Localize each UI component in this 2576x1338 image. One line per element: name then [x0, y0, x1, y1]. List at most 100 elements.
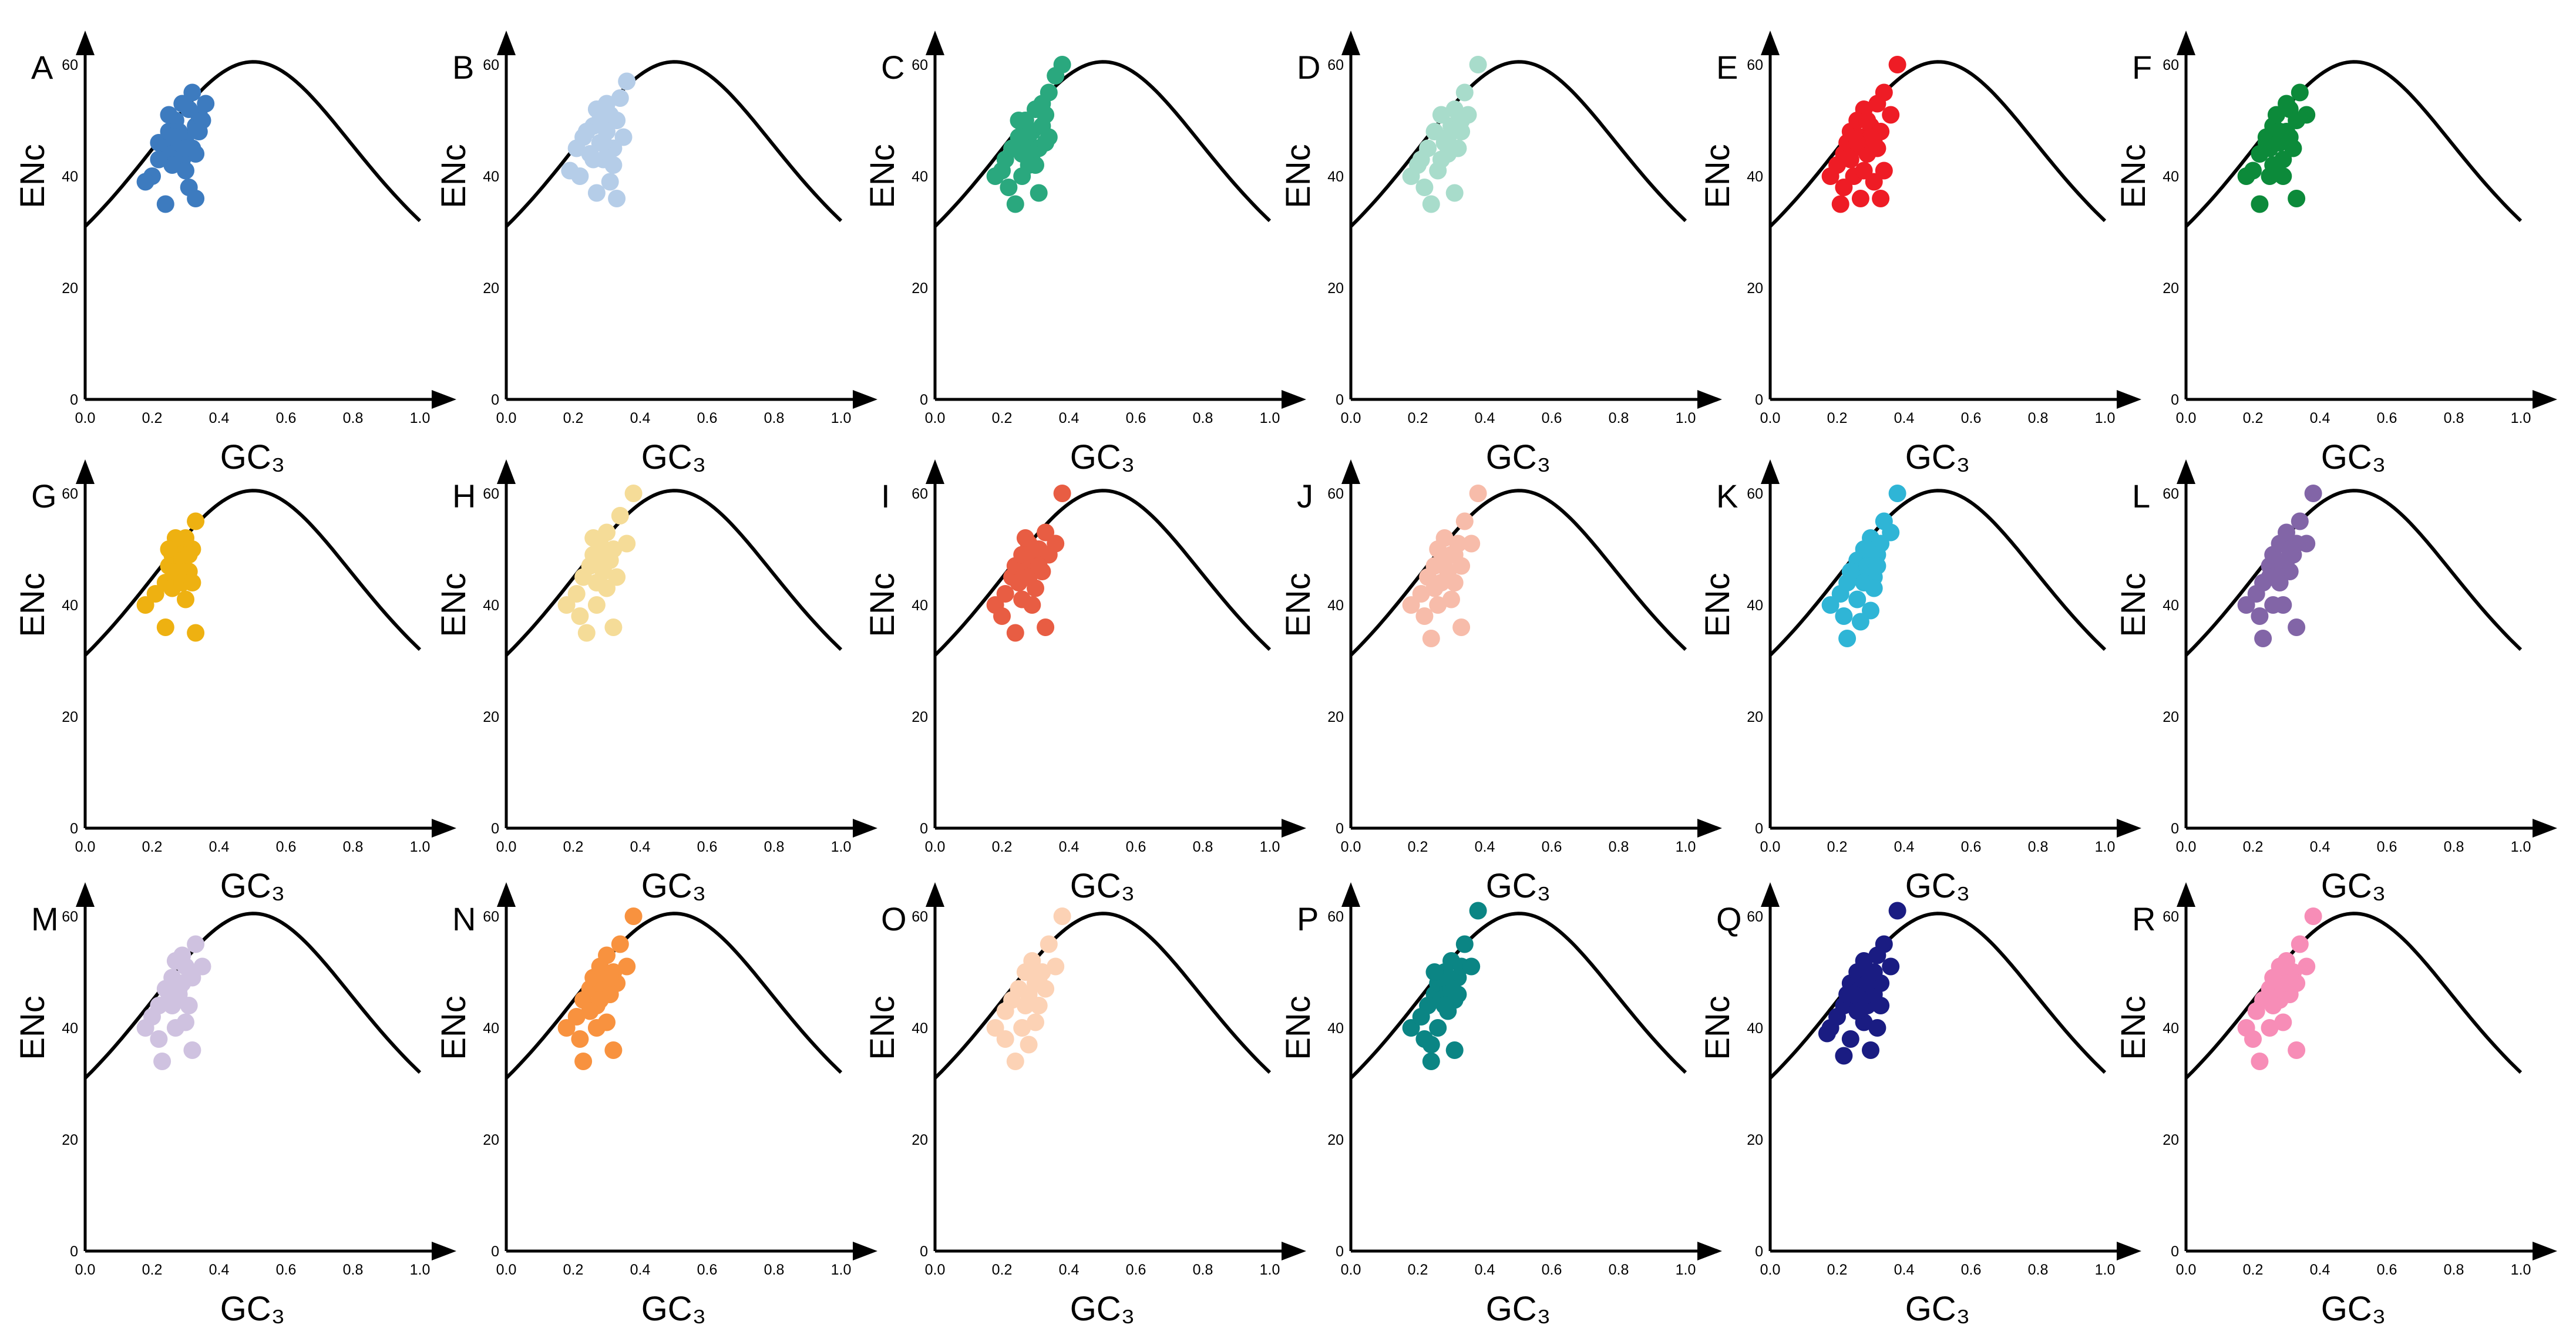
data-point — [1027, 1013, 1044, 1031]
panel-n: N 0 20 40 60 0.0 0.2 0.4 0.6 0.8 1.0 GC₃ ENc — [435, 882, 877, 1328]
y-tick-label: 60 — [912, 57, 928, 73]
x-tick-label: 0.8 — [343, 1262, 364, 1278]
x-tick-label: 0.2 — [1827, 410, 1848, 426]
data-point — [1858, 540, 1876, 558]
x-tick-label: 0.6 — [1542, 1262, 1562, 1278]
data-point — [1841, 150, 1859, 169]
y-axis-arrow-icon — [1761, 882, 1780, 907]
y-tick-label: 20 — [62, 280, 78, 297]
panel-a: A 0 20 40 60 0.0 0.2 0.4 0.6 0.8 1.0 GC₃ ENc — [14, 31, 456, 476]
y-tick-label: 40 — [1747, 1020, 1763, 1037]
x-axis-title: GC₃ — [220, 1290, 285, 1328]
data-point — [1818, 1024, 1836, 1043]
data-point — [1027, 540, 1044, 558]
data-point — [1455, 83, 1474, 102]
y-axis-title: ENc — [14, 996, 52, 1060]
x-tick-label: 1.0 — [1676, 839, 1696, 855]
x-axis-arrow-icon — [1282, 390, 1306, 409]
x-tick-label: 0.0 — [75, 839, 96, 855]
data-point — [1841, 1030, 1859, 1048]
data-point — [2274, 1013, 2292, 1031]
y-tick-label: 20 — [62, 709, 78, 725]
data-point — [993, 607, 1011, 625]
data-point — [2304, 907, 2322, 925]
x-tick-label: 0.4 — [1059, 1262, 1080, 1278]
data-point — [614, 128, 633, 146]
data-point — [187, 935, 205, 953]
y-axis-title: ENc — [1699, 144, 1737, 209]
data-point — [1016, 997, 1034, 1014]
data-point — [177, 162, 194, 180]
data-point — [1459, 106, 1477, 124]
x-axis-title: GC₃ — [2321, 438, 2386, 476]
panel-q: Q 0 20 40 60 0.0 0.2 0.4 0.6 0.8 1.0 GC₃ ENc — [1699, 882, 2141, 1328]
data-point — [1862, 1041, 1879, 1059]
x-axis-arrow-icon — [432, 1242, 456, 1260]
x-tick-label: 1.0 — [2095, 410, 2116, 426]
x-tick-label: 1.0 — [2511, 410, 2531, 426]
expected-enc-curve — [1768, 60, 2107, 228]
x-axis-title: GC₃ — [2321, 867, 2386, 905]
data-point — [2251, 195, 2269, 213]
x-tick-label: 1.0 — [831, 410, 852, 426]
x-axis-title: GC₃ — [1070, 867, 1135, 905]
y-tick-label: 40 — [1327, 169, 1344, 185]
panel-j: J 0 20 40 60 0.0 0.2 0.4 0.6 0.8 1.0 GC₃ ENc — [1279, 459, 1722, 905]
y-tick-label: 60 — [62, 909, 78, 925]
y-tick-label: 40 — [912, 169, 928, 185]
data-point — [1010, 112, 1028, 129]
x-axis-arrow-icon — [1282, 1242, 1306, 1260]
x-tick-label: 0.0 — [2176, 839, 2197, 855]
x-tick-label: 1.0 — [1260, 1262, 1280, 1278]
data-point — [1845, 986, 1863, 1003]
x-tick-label: 0.0 — [1760, 410, 1781, 426]
expected-enc-curve — [2184, 912, 2523, 1080]
y-tick-label: 60 — [1327, 57, 1344, 73]
data-point — [1868, 557, 1886, 575]
data-point — [1848, 590, 1867, 609]
data-point — [1053, 56, 1071, 73]
x-tick-label: 0.4 — [2310, 1262, 2330, 1278]
y-tick-label: 0 — [920, 1243, 928, 1260]
x-tick-label: 0.8 — [2444, 410, 2464, 426]
data-point — [1872, 997, 1890, 1014]
x-tick-label: 1.0 — [1260, 410, 1280, 426]
y-tick-label: 60 — [1327, 486, 1344, 502]
data-point — [584, 150, 603, 169]
x-tick-label: 0.8 — [2028, 839, 2049, 855]
x-tick-label: 0.6 — [2377, 1262, 2397, 1278]
data-point — [1425, 963, 1444, 981]
x-axis-title: GC₃ — [1486, 438, 1551, 476]
y-tick-label: 20 — [1747, 280, 1763, 297]
y-tick-label: 40 — [2163, 1020, 2179, 1037]
y-tick-label: 20 — [483, 1132, 499, 1148]
expected-enc-curve — [505, 489, 843, 657]
data-point — [2274, 596, 2292, 614]
expected-enc-curve — [83, 60, 422, 228]
data-point — [1882, 106, 1900, 124]
data-point — [1006, 624, 1024, 642]
x-tick-label: 0.4 — [1475, 1262, 1495, 1278]
y-tick-label: 0 — [2171, 392, 2179, 408]
x-axis-title: GC₃ — [1070, 1290, 1135, 1328]
panel-label: C — [881, 49, 904, 86]
data-point — [1415, 179, 1434, 196]
data-point — [1841, 563, 1859, 580]
data-point — [183, 574, 201, 591]
data-point — [1030, 184, 1048, 202]
x-tick-label: 0.2 — [992, 839, 1013, 855]
data-point — [996, 1030, 1014, 1048]
y-tick-label: 40 — [1747, 169, 1763, 185]
y-tick-label: 40 — [2163, 169, 2179, 185]
data-point — [173, 946, 191, 964]
x-axis-title: GC₃ — [1486, 867, 1551, 905]
x-tick-label: 0.4 — [1894, 839, 1915, 855]
data-point — [2251, 1053, 2269, 1070]
x-tick-label: 0.0 — [1341, 839, 1361, 855]
x-axis-title: GC₃ — [1486, 1290, 1551, 1328]
x-tick-label: 0.2 — [1408, 1262, 1428, 1278]
expected-enc-curve — [933, 489, 1272, 657]
x-tick-label: 0.2 — [563, 410, 584, 426]
x-axis-arrow-icon — [432, 819, 456, 838]
y-axis-arrow-icon — [497, 882, 516, 907]
